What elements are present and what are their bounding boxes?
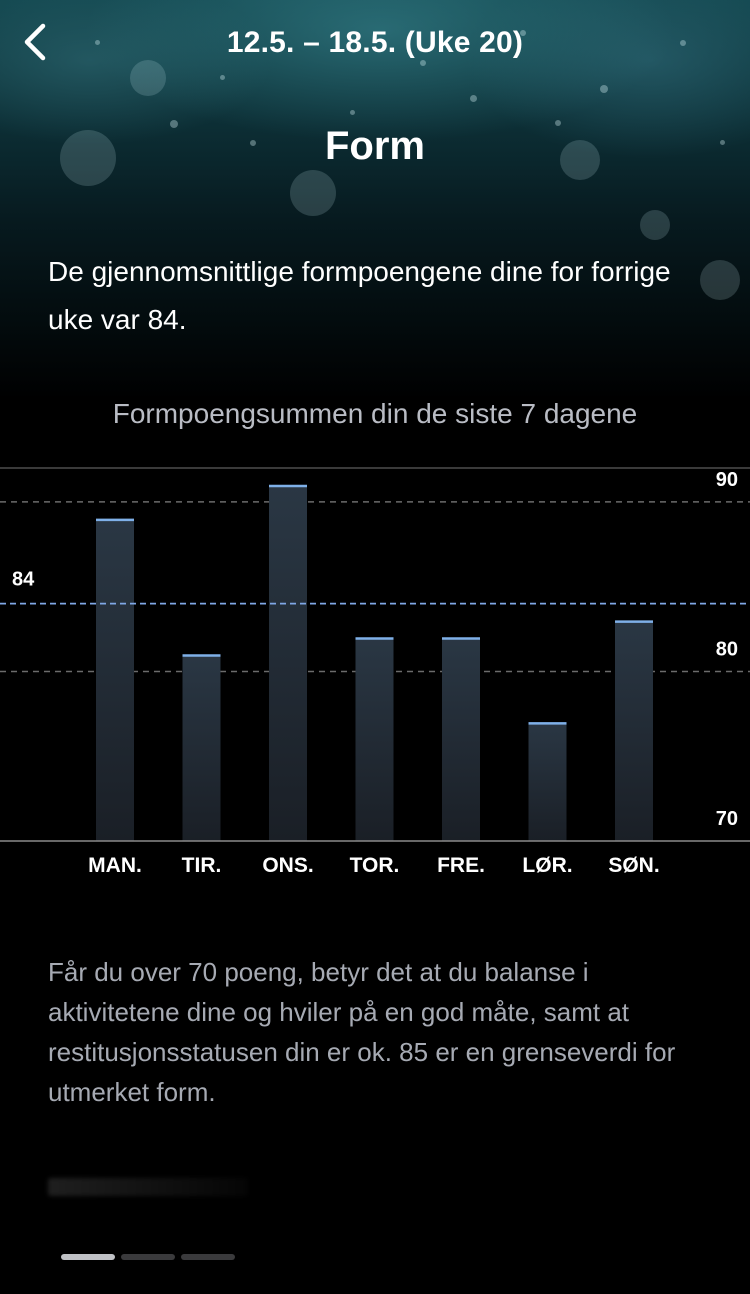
summary-text: De gjennomsnittlige formpoengene dine fo…	[48, 256, 671, 335]
x-tick-label-4: FRE.	[437, 854, 485, 877]
back-button[interactable]	[10, 18, 58, 66]
bar-2	[269, 484, 307, 841]
average-label: 84	[12, 569, 35, 591]
y-tick-label-80: 80	[716, 638, 738, 660]
chart-title: Formpoengsummen din de siste 7 dagene	[112, 398, 638, 429]
description-text: Får du over 70 poeng, betyr det at du ba…	[48, 957, 676, 1107]
x-tick-label-3: TOR.	[350, 854, 400, 877]
chevron-left-icon	[24, 23, 46, 61]
week-title: 12.5. – 18.5. (Uke 20)	[226, 26, 524, 59]
bar-0	[96, 518, 134, 841]
form-score-chart: MAN. TIR. ONS. TOR. FRE. LØR. SØN. 84 70 80 90	[0, 460, 750, 890]
x-tick-label-5: LØR.	[522, 854, 572, 877]
x-tick-label-2: ONS.	[262, 854, 313, 877]
bar-4	[442, 637, 480, 841]
x-tick-label-6: SØN.	[608, 854, 659, 877]
bar-1	[182, 654, 221, 841]
page-indicator-dot-0[interactable]	[61, 1254, 115, 1260]
bar-6	[615, 620, 653, 841]
bar-3	[355, 637, 394, 841]
page-indicator	[61, 1254, 235, 1260]
hero-background	[0, 0, 750, 400]
x-tick-label-0: MAN.	[88, 854, 142, 877]
page-indicator-dot-2[interactable]	[181, 1254, 235, 1260]
x-tick-label-1: TIR.	[182, 854, 222, 877]
bar-5	[528, 722, 567, 841]
y-tick-label-90: 90	[716, 469, 738, 491]
page-title: Form	[325, 124, 425, 168]
page-indicator-dot-1[interactable]	[121, 1254, 175, 1260]
chart-svg: MAN. TIR. ONS. TOR. FRE. LØR. SØN. 84 70 80 90	[0, 467, 750, 877]
faded-next-section	[48, 1178, 248, 1196]
y-tick-label-70: 70	[716, 808, 738, 830]
